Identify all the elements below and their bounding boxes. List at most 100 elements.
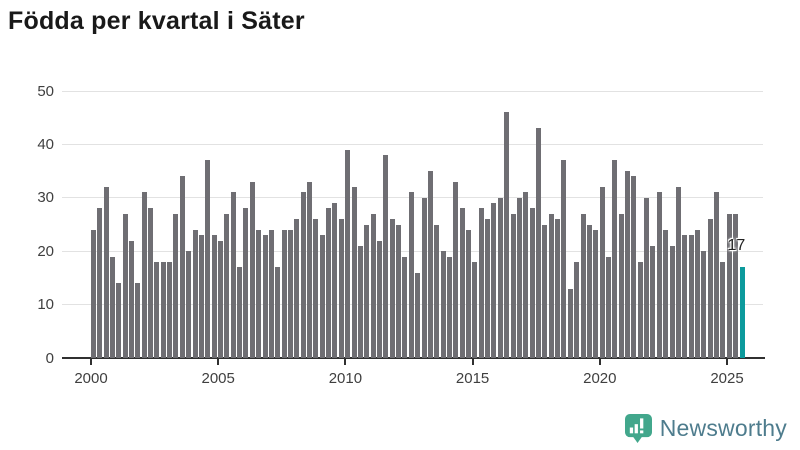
bar	[154, 261, 160, 358]
bar	[542, 224, 548, 358]
bar	[656, 192, 662, 358]
bar	[313, 219, 319, 358]
bar	[650, 245, 656, 358]
bar	[357, 245, 363, 358]
bar	[319, 235, 325, 358]
bar	[644, 197, 650, 358]
bar	[351, 187, 357, 358]
bar	[625, 171, 631, 358]
bar	[472, 261, 478, 358]
bar	[714, 192, 720, 358]
x-axis-line	[62, 357, 765, 359]
bar	[593, 229, 599, 358]
y-axis-tick-label: 20	[37, 242, 54, 260]
bar	[536, 128, 541, 358]
bar	[440, 251, 446, 358]
bar	[332, 203, 338, 358]
bar	[529, 208, 535, 358]
bar	[383, 155, 389, 358]
bar	[580, 213, 586, 358]
bar	[663, 229, 669, 358]
bar	[504, 112, 510, 358]
newsworthy-logo-text: Newsworthy	[659, 415, 787, 441]
bar	[370, 213, 376, 358]
bar	[268, 229, 274, 358]
bar	[186, 251, 192, 358]
bar	[415, 272, 421, 358]
bar	[90, 229, 96, 358]
bar	[345, 149, 351, 358]
x-axis-tick	[217, 359, 220, 365]
y-axis-tick-label: 0	[45, 349, 54, 367]
bar	[637, 261, 643, 358]
highlight-value-label: 17	[727, 237, 746, 255]
bar	[695, 229, 700, 358]
bar	[466, 229, 472, 358]
bar	[453, 181, 459, 358]
bar	[338, 219, 344, 358]
bar	[574, 261, 580, 358]
x-axis-tick-label: 2015	[455, 370, 490, 387]
bar	[555, 219, 561, 358]
bar	[682, 235, 688, 358]
x-axis-tick	[344, 359, 347, 365]
bar	[122, 213, 128, 358]
bar	[421, 197, 427, 358]
bar	[548, 213, 554, 358]
bar	[281, 229, 287, 358]
y-axis-tick-label: 40	[37, 135, 54, 153]
bar-chart: 0 10 20 30 40 50 2000 2005 2010 2015 2020 2025 17	[37, 82, 765, 387]
bar	[446, 256, 452, 358]
newsworthy-logo-icon	[624, 414, 652, 443]
bar	[211, 235, 217, 358]
gridline	[62, 143, 763, 145]
bar	[173, 213, 179, 358]
newsworthy-logo[interactable]: Newsworthy	[624, 414, 787, 443]
y-axis-tick-label: 10	[37, 296, 54, 314]
bar	[135, 283, 141, 358]
bar	[364, 224, 370, 358]
highlighted-bar	[739, 267, 745, 358]
bar	[389, 219, 395, 358]
bar	[408, 192, 414, 358]
y-axis-tick-label: 50	[37, 82, 54, 100]
bar	[300, 192, 306, 358]
bar	[97, 208, 103, 358]
bar	[733, 213, 739, 358]
bar	[109, 256, 115, 358]
bar	[510, 213, 516, 358]
bar	[523, 192, 529, 358]
bar	[701, 251, 707, 358]
bar	[396, 224, 402, 358]
bar	[262, 235, 268, 358]
x-axis-tick-label: 2005	[201, 370, 235, 387]
bar	[631, 176, 637, 358]
bar	[224, 213, 230, 358]
bar	[485, 219, 491, 358]
bar	[116, 283, 122, 358]
bar	[294, 219, 300, 358]
x-axis-tick-label: 2025	[710, 370, 744, 387]
bar	[128, 240, 134, 358]
bar	[688, 235, 694, 358]
bar	[427, 171, 433, 358]
bar	[275, 267, 281, 358]
bar	[148, 208, 154, 358]
bar	[205, 160, 211, 358]
x-axis-tick-label: 2010	[328, 370, 363, 387]
bar	[599, 187, 605, 358]
bar	[720, 261, 726, 358]
x-axis-tick	[726, 359, 728, 365]
bar	[669, 245, 675, 358]
x-axis-tick	[471, 359, 474, 365]
bar	[287, 229, 293, 358]
bar	[516, 197, 522, 358]
bar	[605, 256, 611, 358]
bar	[218, 240, 223, 358]
bar	[377, 240, 382, 358]
x-axis-tick-label: 2020	[583, 370, 617, 387]
bar	[726, 213, 732, 358]
bar	[230, 192, 236, 358]
bar	[675, 187, 681, 358]
